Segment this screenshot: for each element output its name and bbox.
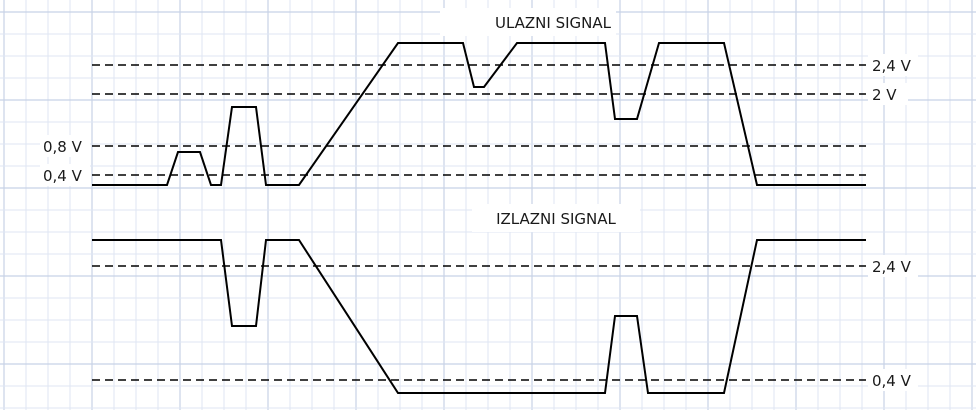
output-signal-section: IZLAZNI SIGNAL 2,4 V 0,4 V: [92, 204, 918, 394]
input-waveform: [92, 42, 866, 186]
label-bg: [40, 135, 90, 157]
output-level-label-0.4: 0,4 V: [872, 372, 912, 390]
label-bg: [868, 369, 918, 391]
label-bg: [40, 164, 90, 186]
output-waveform: [92, 239, 866, 394]
output-signal-title: IZLAZNI SIGNAL: [496, 210, 616, 228]
output-title-bg: [472, 204, 640, 232]
label-bg: [868, 255, 918, 277]
input-level-label-2: 2 V: [872, 86, 897, 104]
label-bg: [868, 54, 918, 76]
label-bg: [868, 83, 908, 105]
input-signal-title: ULAZNI SIGNAL: [495, 14, 612, 32]
output-level-label-2.4: 2,4 V: [872, 258, 912, 276]
input-signal-section: ULAZNI SIGNAL 2,4 V 2 V 0,8 V 0,4 V: [40, 8, 918, 186]
input-title-bg: [440, 8, 616, 36]
input-level-label-0.4: 0,4 V: [43, 167, 83, 185]
input-level-label-2.4: 2,4 V: [872, 57, 912, 75]
input-level-label-0.8: 0,8 V: [43, 138, 83, 156]
